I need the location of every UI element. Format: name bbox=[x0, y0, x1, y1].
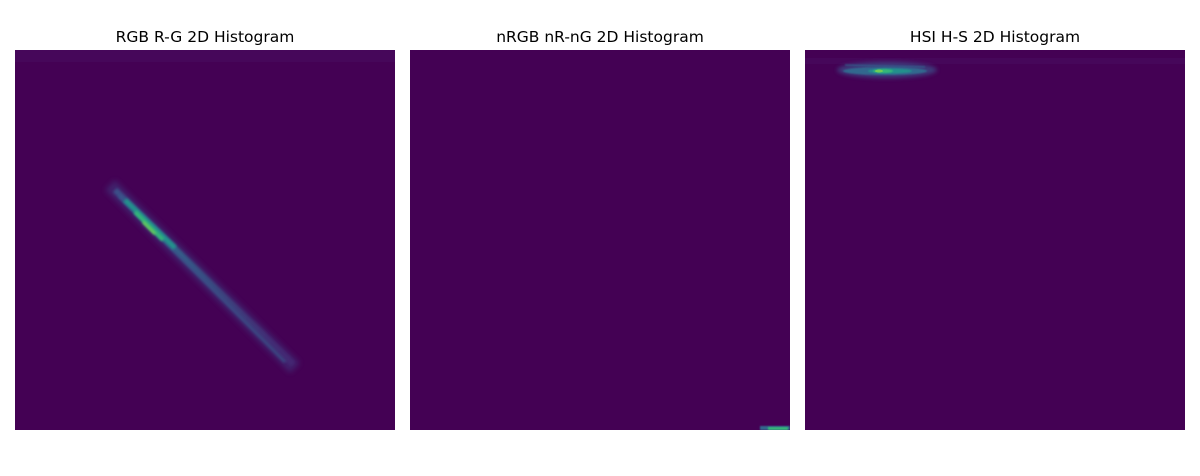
panel-rgb-histogram: RGB R-G 2D Histogram bbox=[15, 26, 395, 430]
top-edge-band bbox=[15, 50, 395, 62]
heatmap-rgb bbox=[15, 50, 395, 430]
panel-nrgb-histogram: nRGB nR-nG 2D Histogram bbox=[410, 26, 790, 430]
heatmap-nrgb bbox=[410, 50, 790, 430]
heatmap-hsi bbox=[805, 50, 1185, 430]
heatmap-background bbox=[805, 50, 1185, 430]
top-edge-band bbox=[805, 58, 1185, 64]
chart-title: RGB R-G 2D Histogram bbox=[115, 28, 295, 46]
histogram-density-cluster bbox=[837, 62, 937, 78]
heatmap-background bbox=[410, 50, 790, 430]
histogram-density-streak bbox=[105, 180, 300, 373]
heatmap-background bbox=[15, 50, 395, 430]
chart-title: nRGB nR-nG 2D Histogram bbox=[496, 28, 704, 46]
chart-title: HSI H-S 2D Histogram bbox=[909, 28, 1081, 46]
histogram-density-corner bbox=[760, 426, 790, 430]
panel-hsi-histogram: HSI H-S 2D Histogram bbox=[805, 26, 1185, 430]
